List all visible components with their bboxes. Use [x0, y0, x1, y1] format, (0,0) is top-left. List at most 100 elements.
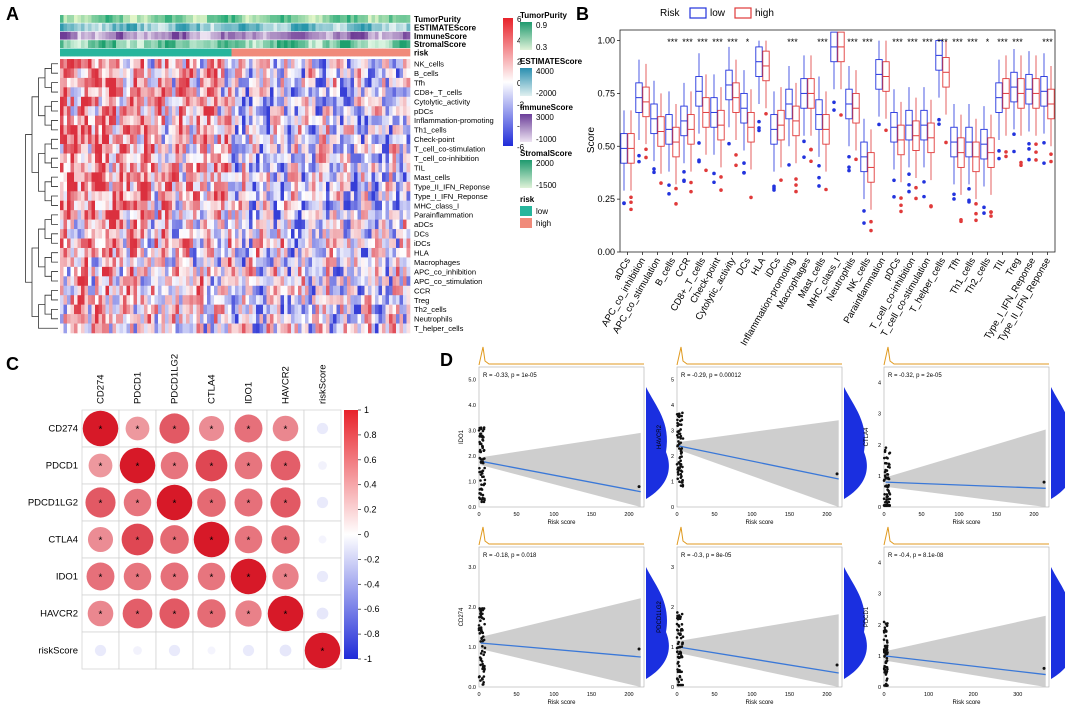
heatmap-cell [182, 162, 187, 173]
corr-circle [207, 646, 216, 655]
heatmap-cell [389, 77, 393, 88]
annotation-cell [396, 15, 400, 23]
scatter-point [677, 640, 680, 644]
legend-colorbar [520, 160, 532, 188]
heatmap-cell [357, 210, 362, 220]
heatmap-cell [235, 276, 239, 287]
scatter-point [678, 423, 681, 426]
heatmap-cell [406, 125, 411, 135]
scatter-point [483, 650, 486, 654]
heatmap-cell [301, 219, 306, 230]
heatmap-cell [252, 106, 257, 116]
annotation-cell [172, 23, 176, 32]
heatmap-cell [284, 181, 288, 192]
outlier-point [952, 192, 956, 197]
scatter-point [675, 622, 679, 626]
annotation-cell [168, 31, 173, 40]
heatmap-cell [343, 238, 348, 249]
heatmap-cell [392, 68, 397, 79]
heatmap-cell [406, 276, 411, 287]
scatter-point [679, 463, 683, 466]
heatmap-cell [231, 96, 236, 107]
annotation-cell [371, 31, 376, 40]
heatmap-cell [186, 115, 190, 126]
heatmap-cell [263, 144, 267, 154]
heatmap-cell [217, 295, 222, 305]
heatmap-cell [252, 96, 257, 107]
heatmap-cell [189, 59, 194, 69]
heatmap-cell [196, 153, 201, 164]
heatmap-cell [315, 87, 320, 98]
heatmap-cell [60, 77, 64, 88]
heatmap-cell [60, 229, 64, 239]
heatmap-cell [315, 172, 320, 183]
heatmap-cell [84, 77, 89, 88]
heatmap-cell [102, 257, 106, 268]
heatmap-cell [123, 323, 127, 334]
heatmap-cell [291, 77, 295, 88]
heatmap-cell [308, 59, 313, 69]
heatmap-cell [77, 144, 82, 154]
heatmap-cell [315, 96, 320, 107]
heatmap-cell [224, 125, 229, 135]
heatmap-cell [217, 304, 222, 315]
heatmap-cell [231, 219, 236, 230]
scatter-point [883, 504, 886, 507]
scatter-point [677, 660, 680, 664]
annotation-cell [119, 40, 124, 48]
outlier-point [869, 228, 873, 233]
right-density [646, 567, 669, 679]
heatmap-cell [151, 257, 155, 268]
annotation-cell [263, 40, 267, 48]
heatmap-cell [315, 266, 320, 277]
heatmap-cell [322, 68, 327, 79]
heatmap-cell [326, 229, 330, 239]
annotation-cell [133, 48, 138, 57]
heatmap-cell [256, 229, 260, 239]
heatmap-cell [84, 247, 89, 258]
heatmap-cell [60, 153, 64, 164]
annotation-cell [179, 23, 183, 32]
heatmap-cell [308, 314, 313, 324]
heatmap-cell [252, 181, 257, 192]
heatmap-cell [312, 200, 316, 211]
heatmap-cell [368, 162, 372, 173]
heatmap-cell [249, 247, 253, 258]
heatmap-cell [287, 68, 292, 79]
heatmap-cell [147, 77, 152, 88]
heatmap-cell [119, 59, 124, 69]
heatmap-cell [172, 153, 176, 164]
heatmap-cell [193, 191, 197, 202]
heatmap-cell [371, 144, 376, 154]
heatmap-cell [406, 144, 411, 154]
heatmap-cell [385, 162, 390, 173]
x-tick-label: 200 [1029, 512, 1038, 518]
scatter-point [479, 473, 483, 476]
heatmap-cell [238, 96, 243, 107]
scatter-point [482, 666, 486, 670]
heatmap-cell [245, 134, 250, 145]
heatmap-cell [336, 314, 341, 324]
scatter-point [479, 619, 482, 623]
heatmap-cell [67, 266, 71, 277]
heatmap-row-label: iDCs [414, 239, 431, 248]
heatmap-cell [242, 77, 246, 88]
annotation-cell [259, 15, 264, 23]
heatmap-cell [287, 59, 292, 69]
heatmap-cell [326, 257, 330, 268]
heatmap-cell [245, 68, 250, 79]
heatmap-cell [95, 323, 99, 334]
annotation-cell [284, 40, 288, 48]
heatmap-cell [333, 59, 337, 69]
outlier-point [1027, 147, 1031, 151]
heatmap-cell [109, 77, 113, 88]
heatmap-cell [378, 87, 383, 98]
heatmap-cell [301, 276, 306, 287]
heatmap-cell [151, 323, 155, 334]
heatmap-cell [249, 257, 253, 268]
heatmap-cell [266, 115, 271, 126]
heatmap-cell [245, 172, 250, 183]
annotation-cell [196, 31, 201, 40]
heatmap-cell [175, 210, 180, 220]
heatmap-cell [263, 96, 267, 107]
